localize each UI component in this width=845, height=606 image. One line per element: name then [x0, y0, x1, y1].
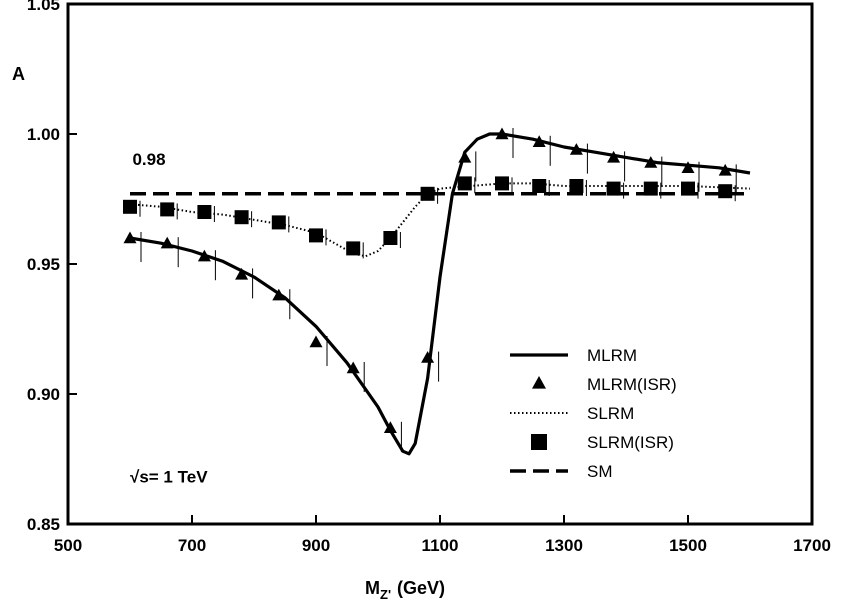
series-point-slrm-isr	[160, 202, 175, 217]
x-axis-label-sub: Z'	[380, 587, 391, 602]
legend-label-mlrm: MLRM	[587, 346, 637, 365]
series-point-mlrm-isr	[160, 236, 174, 249]
series-point-mlrm-isr	[197, 249, 211, 262]
series-point-mlrm-isr	[644, 156, 658, 168]
y-tick-label: 0.85	[27, 515, 60, 534]
y-tick-label: 0.90	[27, 385, 60, 404]
x-axis-ticks: 500 700 900 1100 1300 1500 1700	[54, 515, 831, 555]
x-tick-label: 1700	[793, 536, 831, 555]
x-tick-label: 1500	[669, 536, 707, 555]
y-axis-label: A	[12, 64, 25, 84]
axis-frame	[66, 2, 814, 526]
x-tick-label: 700	[178, 536, 206, 555]
series-point-mlrm-isr	[346, 361, 360, 374]
legend-label-mlrm-isr: MLRM(ISR)	[587, 375, 677, 394]
series-point-slrm-isr	[271, 215, 286, 230]
series-point-mlrm-isr	[235, 267, 249, 280]
y-tick-label: 1.00	[27, 125, 60, 144]
y-tick-label: 0.95	[27, 255, 60, 274]
series-point-mlrm-isr	[383, 421, 397, 433]
series-point-slrm-isr	[234, 210, 249, 225]
annotation-098: 0.98	[132, 150, 165, 169]
x-axis-label-unit: (GeV)	[397, 578, 445, 598]
y-tick-label: 1.05	[27, 0, 60, 14]
series-point-mlrm-isr	[532, 135, 546, 147]
legend-swatch-slrm-isr	[531, 434, 547, 450]
legend-label-sm: SM	[587, 462, 613, 481]
series-point-mlrm-isr	[272, 288, 286, 301]
series-point-mlrm-isr	[123, 231, 137, 244]
series-point-slrm-isr	[346, 241, 361, 256]
x-axis-label-main: M	[365, 578, 380, 598]
series-point-slrm-isr	[495, 176, 509, 191]
x-tick-label: 1100	[422, 536, 459, 555]
series-point-slrm-isr	[718, 184, 733, 199]
series-point-mlrm-isr	[458, 150, 472, 163]
plot-frame	[66, 2, 814, 526]
series-point-mlrm-isr	[309, 335, 323, 348]
legend-swatch-mlrm-isr	[532, 376, 546, 389]
x-tick-label: 500	[54, 536, 82, 555]
series-point-mlrm-isr	[718, 163, 732, 176]
series-point-slrm-isr	[532, 179, 547, 193]
legend-label-slrm: SLRM	[587, 404, 634, 423]
series-point-mlrm-isr	[421, 351, 435, 363]
y-axis-ticks: 0.85 0.90 0.95 1.00 1.05	[27, 0, 77, 534]
series-point-slrm-isr	[420, 186, 435, 201]
series-point-slrm-isr	[457, 176, 472, 191]
annotation-energy: √s= 1 TeV	[130, 467, 208, 486]
x-tick-label: 900	[302, 536, 330, 555]
series-point-slrm-isr	[383, 231, 398, 245]
series-point-mlrm-isr	[495, 127, 509, 140]
series-point-slrm-isr	[309, 228, 323, 243]
plot-marks	[123, 127, 751, 456]
series-point-slrm-isr	[123, 199, 137, 214]
x-axis-label: MZ' (GeV)	[365, 578, 445, 602]
legend-label-slrm-isr: SLRM(ISR)	[587, 433, 674, 452]
series-line-mlrm	[129, 132, 751, 456]
annotations: 0.98 √s= 1 TeV	[130, 150, 208, 486]
series-point-mlrm-isr	[681, 161, 695, 173]
series-point-mlrm-isr	[607, 150, 621, 163]
legend: MLRM MLRM(ISR) SLRM SLRM(ISR) SM	[510, 346, 677, 481]
series-point-slrm-isr	[197, 205, 212, 219]
x-tick-label: 1300	[545, 536, 583, 555]
series-point-slrm-isr	[569, 179, 584, 193]
series-point-mlrm-isr	[569, 143, 583, 155]
